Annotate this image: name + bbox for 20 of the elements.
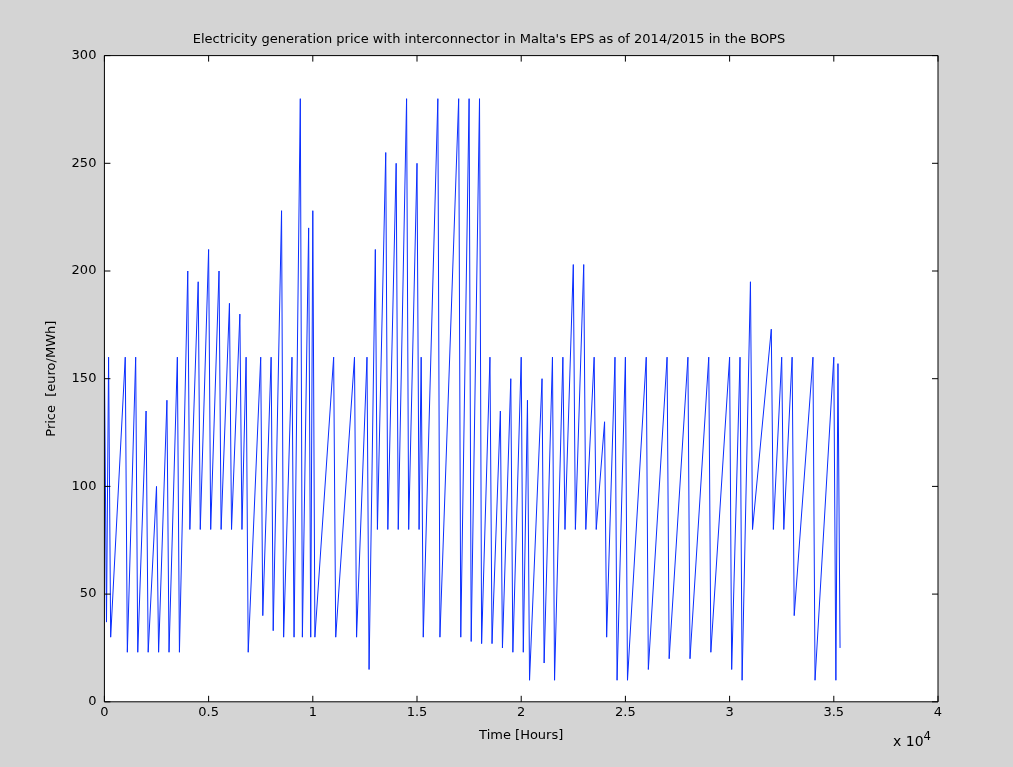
x-axis-title: Time [Hours] xyxy=(478,726,564,742)
x-tick-label: 0.5 xyxy=(198,703,219,719)
y-tick-label: 0 xyxy=(88,693,97,709)
x-tick-label: 3.5 xyxy=(823,703,845,719)
x-tick-label: 3 xyxy=(725,703,734,719)
chart-title: Electricity generation price with interconnector in Malta's EPS as of 2014/2015 in the BOPS xyxy=(192,31,786,47)
x-tick-label: 2 xyxy=(517,703,526,719)
text: x 10$^{4}$ xyxy=(893,729,931,749)
y-tick-label: 300 xyxy=(71,46,97,62)
y-tick-label: 200 xyxy=(71,262,97,278)
x-tick-label: 0 xyxy=(100,703,109,719)
y-tick-label: 100 xyxy=(71,477,97,493)
x-tick-label: 1.5 xyxy=(406,703,428,719)
y-tick-label: 250 xyxy=(71,154,97,170)
x-tick-label: 4 xyxy=(933,703,943,719)
x-tick-label: 2.5 xyxy=(615,703,636,719)
y-tick-label: 150 xyxy=(71,370,97,386)
y-axis-title: Price [euro/MWh] xyxy=(43,320,59,437)
y-tick-label: 50 xyxy=(79,585,97,601)
x-tick-label: 1 xyxy=(308,703,317,719)
